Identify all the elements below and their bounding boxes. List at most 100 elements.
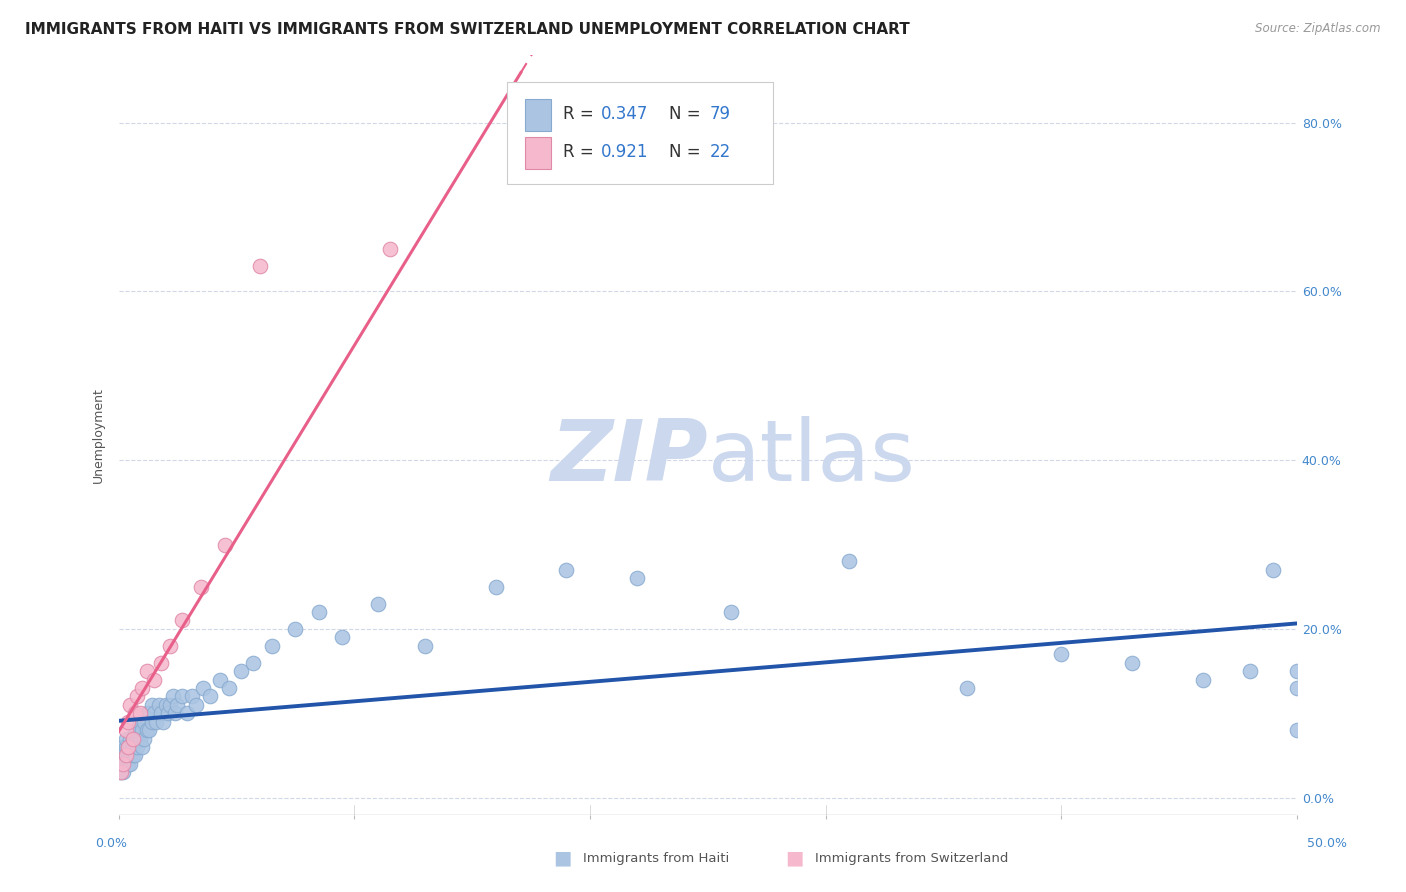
Point	[134, 714, 156, 729]
Point	[149, 656, 172, 670]
Point	[127, 740, 149, 755]
Point	[138, 723, 160, 738]
Point	[141, 714, 163, 729]
Point	[190, 580, 212, 594]
Point	[117, 740, 139, 755]
FancyBboxPatch shape	[524, 137, 551, 169]
FancyBboxPatch shape	[508, 82, 772, 185]
Point	[121, 740, 143, 755]
Text: IMMIGRANTS FROM HAITI VS IMMIGRANTS FROM SWITZERLAND UNEMPLOYMENT CORRELATION CH: IMMIGRANTS FROM HAITI VS IMMIGRANTS FROM…	[25, 22, 910, 37]
Point	[308, 605, 330, 619]
Point	[111, 740, 134, 755]
Point	[249, 259, 271, 273]
Point	[159, 639, 181, 653]
Text: Source: ZipAtlas.com: Source: ZipAtlas.com	[1256, 22, 1381, 36]
Point	[117, 714, 139, 729]
Point	[838, 554, 860, 568]
Point	[110, 765, 132, 780]
Point	[114, 748, 136, 763]
Point	[124, 731, 146, 746]
Point	[114, 731, 136, 746]
Point	[112, 765, 135, 780]
Point	[157, 706, 180, 721]
Point	[110, 748, 132, 763]
Point	[135, 723, 157, 738]
Point	[120, 698, 142, 712]
Point	[128, 731, 150, 746]
Point	[120, 756, 142, 771]
Point	[149, 706, 172, 721]
Point	[117, 740, 139, 755]
Text: R =: R =	[562, 144, 593, 161]
Point	[127, 723, 149, 738]
Point	[152, 714, 174, 729]
Point	[520, 158, 543, 172]
Point	[112, 756, 135, 771]
Point	[165, 706, 187, 721]
Text: 0.0%: 0.0%	[96, 837, 128, 850]
Text: 50.0%: 50.0%	[1308, 837, 1347, 850]
Point	[110, 756, 132, 771]
Point	[413, 639, 436, 653]
Point	[186, 698, 208, 712]
Point	[131, 723, 153, 738]
Point	[166, 698, 188, 712]
Point	[141, 698, 163, 712]
Point	[172, 614, 194, 628]
Point	[142, 706, 165, 721]
Point	[120, 740, 142, 755]
Point	[1050, 647, 1073, 661]
Text: Immigrants from Switzerland: Immigrants from Switzerland	[815, 852, 1010, 864]
Point	[148, 698, 170, 712]
Point	[131, 740, 153, 755]
Point	[176, 706, 198, 721]
Point	[1285, 664, 1308, 678]
Text: 79: 79	[710, 105, 731, 123]
FancyBboxPatch shape	[524, 99, 551, 131]
Point	[114, 740, 136, 755]
Point	[124, 723, 146, 738]
Point	[121, 748, 143, 763]
Point	[242, 656, 264, 670]
Point	[1285, 723, 1308, 738]
Point	[155, 698, 177, 712]
Y-axis label: Unemployment: Unemployment	[93, 387, 105, 483]
Text: ZIP: ZIP	[550, 417, 707, 500]
Point	[260, 639, 283, 653]
Text: N =: N =	[669, 144, 700, 161]
Point	[484, 580, 506, 594]
Point	[162, 690, 184, 704]
Point	[121, 731, 143, 746]
Point	[114, 723, 136, 738]
Text: ■: ■	[785, 848, 804, 868]
Point	[555, 563, 578, 577]
Point	[135, 664, 157, 678]
Point	[120, 731, 142, 746]
Point	[180, 690, 202, 704]
Point	[200, 690, 222, 704]
Point	[145, 714, 167, 729]
Point	[159, 698, 181, 712]
Point	[1285, 681, 1308, 695]
Text: Immigrants from Haiti: Immigrants from Haiti	[583, 852, 730, 864]
Point	[1121, 656, 1143, 670]
Point	[142, 673, 165, 687]
Point	[127, 731, 149, 746]
Point	[128, 714, 150, 729]
Text: 22: 22	[710, 144, 731, 161]
Point	[218, 681, 240, 695]
Point	[626, 571, 648, 585]
Point	[332, 631, 354, 645]
Point	[214, 537, 236, 551]
Text: ■: ■	[553, 848, 572, 868]
Point	[134, 731, 156, 746]
Point	[284, 622, 307, 636]
Point	[1191, 673, 1213, 687]
Point	[956, 681, 979, 695]
Point	[114, 748, 136, 763]
Point	[378, 242, 401, 256]
Point	[128, 706, 150, 721]
Point	[124, 748, 146, 763]
Point	[117, 748, 139, 763]
Text: R =: R =	[562, 105, 593, 123]
